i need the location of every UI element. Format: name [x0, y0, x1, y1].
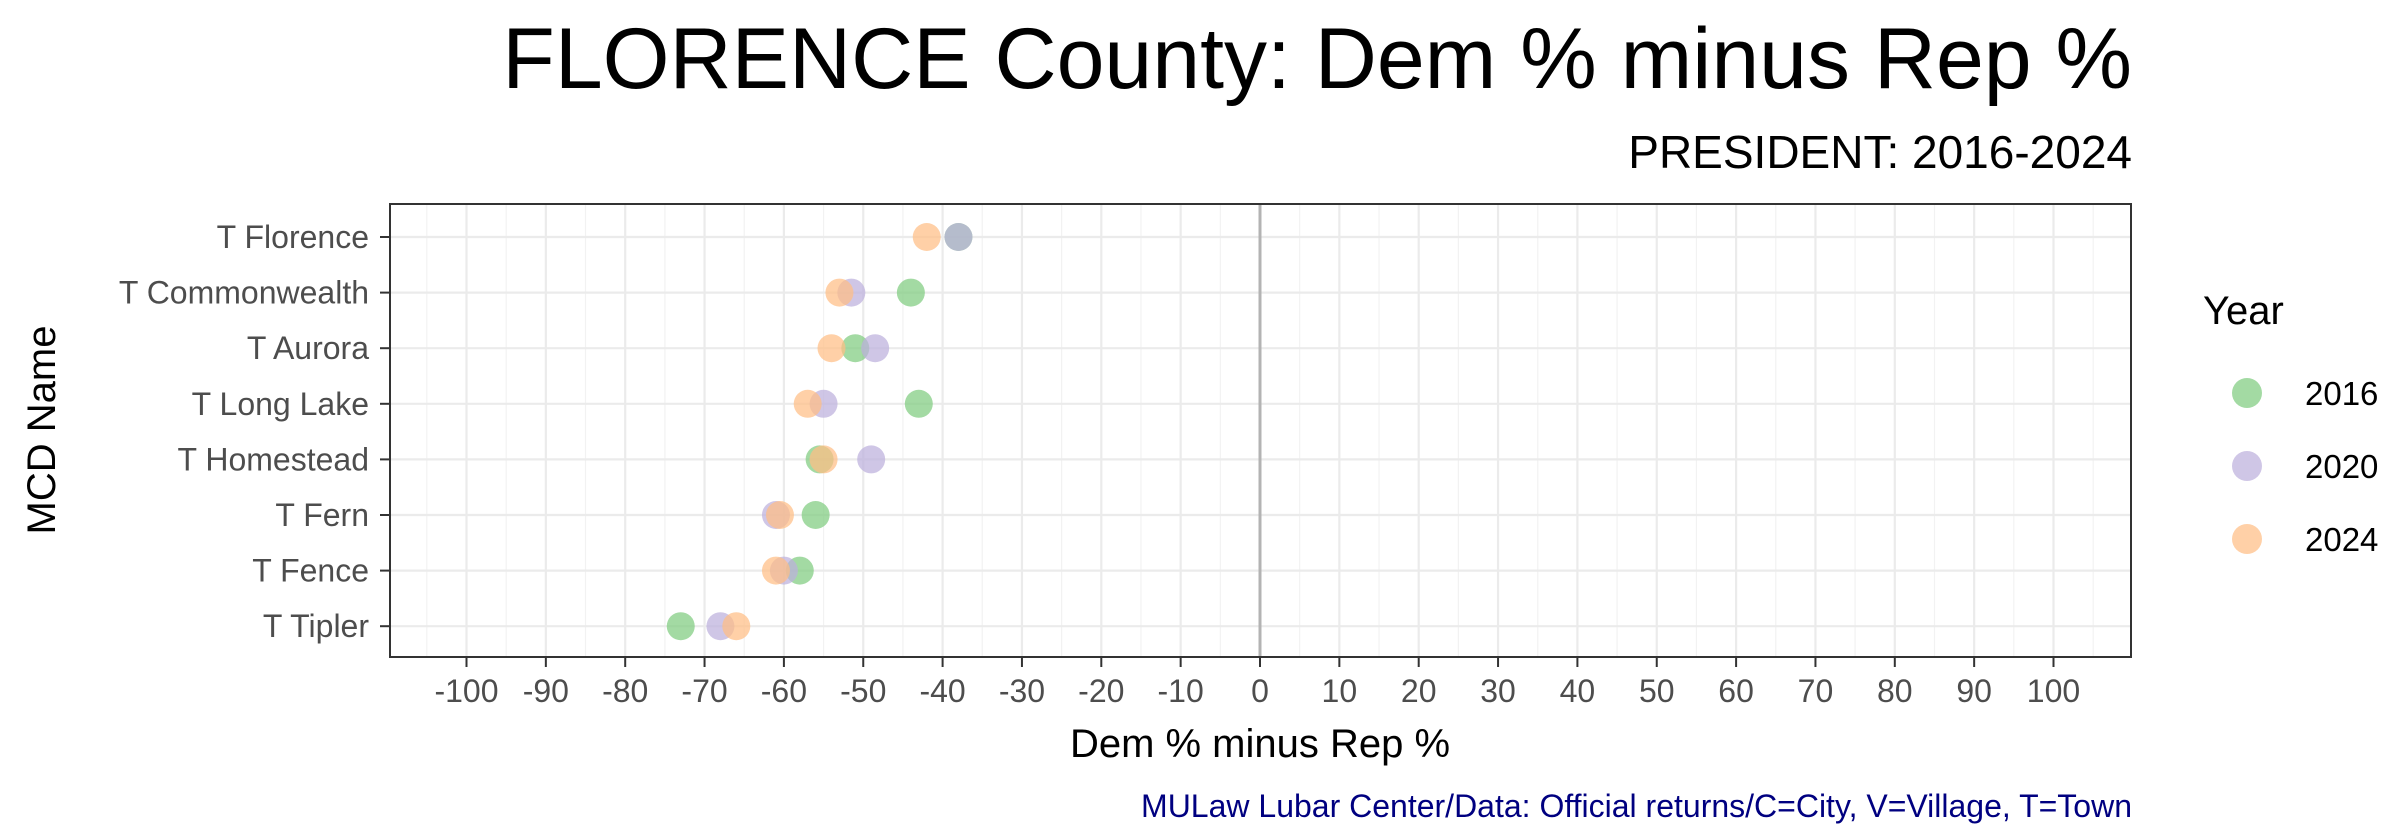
- legend-label-2020: 2020: [2305, 448, 2378, 485]
- point-2016-t-aurora: [841, 334, 870, 363]
- y-axis-ticks: T Florence T Commonwealth T Aurora T Long L…: [119, 219, 390, 644]
- chart-title: FLORENCE County: Dem % minus Rep %: [502, 11, 2132, 107]
- x-tick-label: -10: [1158, 673, 1204, 709]
- x-tick-label: 0: [1251, 673, 1269, 709]
- point-2024-t-long-lake: [793, 389, 822, 418]
- legend-key-2016: [2232, 378, 2262, 408]
- x-tick-label: -30: [999, 673, 1045, 709]
- point-2024-t-tipler: [722, 612, 751, 641]
- point-2024-t-florence: [912, 223, 941, 251]
- y-tick-label: T Florence: [217, 219, 369, 255]
- x-tick-label: -50: [840, 673, 886, 709]
- legend-label-2024: 2024: [2305, 521, 2378, 558]
- x-tick-label: -40: [919, 673, 965, 709]
- x-tick-label: -80: [602, 673, 648, 709]
- point-2024-t-homestead: [809, 445, 838, 474]
- y-tick-label: T Tipler: [263, 608, 369, 644]
- y-tick-label: T Homestead: [178, 441, 370, 477]
- x-tick-label: 90: [1956, 673, 1992, 709]
- point-2024-t-fence: [761, 556, 790, 585]
- legend-label-2016: 2016: [2305, 375, 2378, 412]
- x-tick-label: 60: [1718, 673, 1754, 709]
- y-tick-label: T Aurora: [247, 330, 369, 366]
- point-2020-t-homestead: [857, 445, 886, 474]
- x-tick-label: 70: [1798, 673, 1834, 709]
- x-tick-label: 50: [1639, 673, 1675, 709]
- point-2016-t-fern: [801, 501, 830, 529]
- x-tick-label: 20: [1401, 673, 1437, 709]
- y-tick-label: T Fern: [275, 497, 369, 533]
- legend-title: Year: [2203, 289, 2284, 333]
- chart-caption: MULaw Lubar Center/Data: Official return…: [1141, 788, 2132, 824]
- x-tick-label: -70: [681, 673, 727, 709]
- legend-key-2020: [2232, 451, 2262, 481]
- legend: Year 2016 2020 2024: [2203, 289, 2378, 558]
- chart-subtitle: PRESIDENT: 2016-2024: [1628, 126, 2132, 178]
- point-2024-t-fern: [765, 501, 794, 529]
- point-2016-t-long-lake: [904, 389, 933, 418]
- point-2024-t-commonwealth: [825, 278, 854, 307]
- point-2024-t-aurora: [817, 334, 846, 363]
- x-tick-label: 100: [2027, 673, 2080, 709]
- legend-key-2024: [2232, 524, 2262, 554]
- y-tick-label: T Long Lake: [192, 386, 369, 422]
- x-tick-label: 80: [1877, 673, 1913, 709]
- x-tick-label: -20: [1078, 673, 1124, 709]
- point-2020-t-aurora: [861, 334, 890, 363]
- y-tick-label: T Commonwealth: [119, 275, 369, 311]
- x-tick-label: -60: [761, 673, 807, 709]
- point-2020-t-florence: [944, 223, 973, 251]
- x-axis-title: Dem % minus Rep %: [1070, 722, 1450, 766]
- x-tick-label: -100: [434, 673, 498, 709]
- data-points: [666, 223, 973, 641]
- x-axis-ticks: -100 -90 -80 -70 -60 -50 -40 -30 -20 -10 0 10 20 30 40…: [434, 657, 2080, 709]
- x-tick-label: 40: [1560, 673, 1596, 709]
- x-tick-label: -90: [523, 673, 569, 709]
- y-tick-label: T Fence: [252, 553, 369, 589]
- point-2016-t-commonwealth: [896, 278, 925, 307]
- x-tick-label: 10: [1322, 673, 1358, 709]
- point-2016-t-tipler: [666, 612, 695, 641]
- y-axis-title: MCD Name: [20, 326, 64, 535]
- x-tick-label: 30: [1480, 673, 1516, 709]
- legend-items: 2016 2020 2024: [2232, 375, 2378, 558]
